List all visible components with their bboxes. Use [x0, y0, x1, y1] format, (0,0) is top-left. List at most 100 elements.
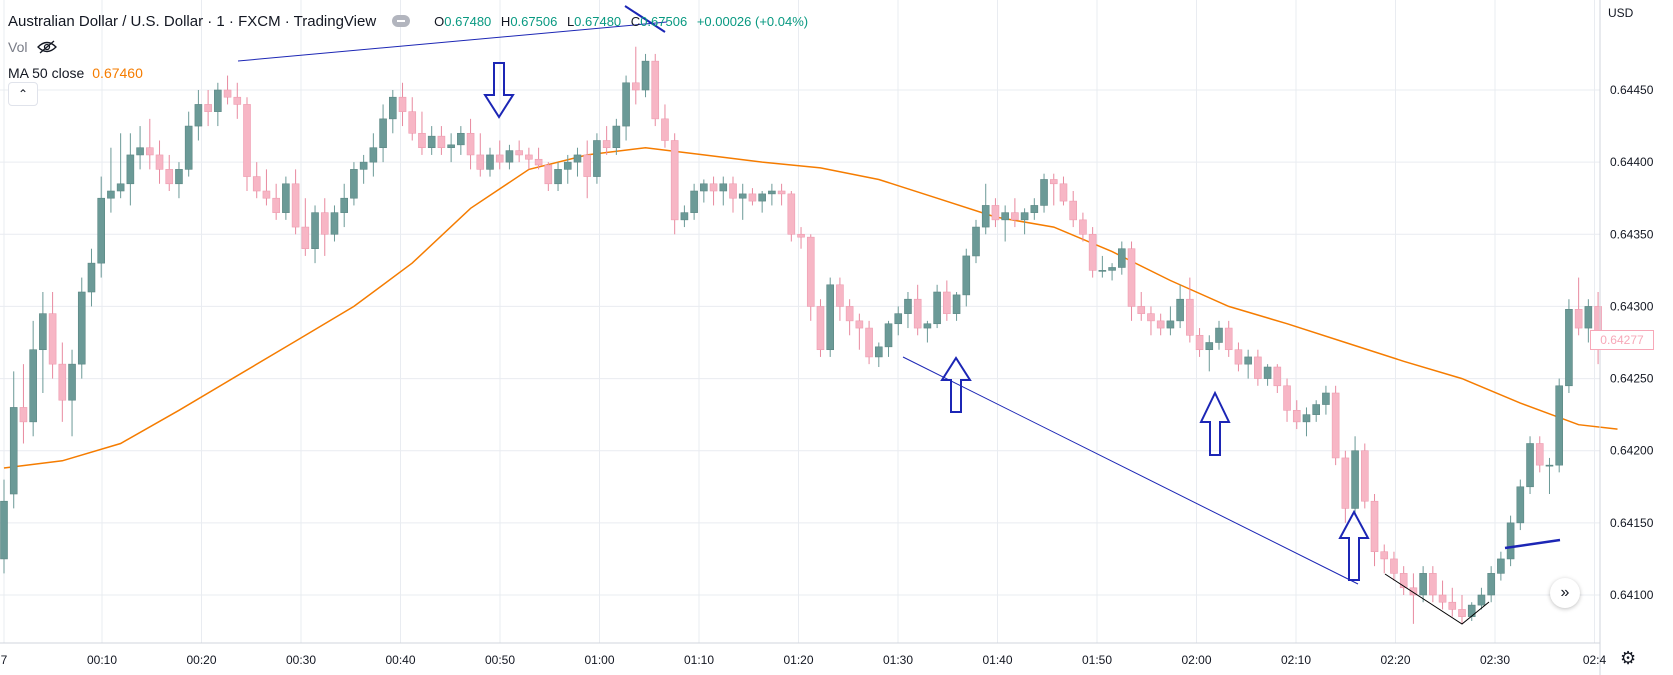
- candle[interactable]: [836, 277, 844, 321]
- candle[interactable]: [1380, 544, 1389, 574]
- candle[interactable]: [700, 179, 708, 203]
- candle[interactable]: [87, 248, 96, 307]
- candle[interactable]: [981, 183, 990, 235]
- candle[interactable]: [738, 183, 747, 220]
- candle[interactable]: [1526, 436, 1534, 494]
- candle[interactable]: [408, 97, 417, 141]
- candle[interactable]: [457, 126, 465, 155]
- candle[interactable]: [427, 126, 436, 155]
- candle[interactable]: [184, 111, 193, 177]
- candle[interactable]: [515, 140, 523, 163]
- candle[interactable]: [48, 292, 57, 379]
- candle[interactable]: [583, 140, 592, 199]
- candle[interactable]: [602, 126, 611, 155]
- candle[interactable]: [1516, 479, 1525, 531]
- gear-icon[interactable]: ⚙: [1620, 648, 1637, 668]
- candle[interactable]: [544, 162, 553, 191]
- candle[interactable]: [690, 183, 698, 220]
- candle[interactable]: [194, 90, 203, 141]
- candle[interactable]: [437, 126, 446, 155]
- candle[interactable]: [1351, 436, 1359, 516]
- candle[interactable]: [1322, 385, 1330, 415]
- candle[interactable]: [350, 162, 358, 206]
- candle[interactable]: [58, 342, 67, 422]
- candle[interactable]: [204, 90, 212, 127]
- candle[interactable]: [952, 292, 961, 321]
- candle[interactable]: [418, 111, 426, 155]
- candle[interactable]: [1205, 335, 1214, 372]
- candle[interactable]: [1069, 191, 1077, 228]
- candle[interactable]: [320, 198, 329, 256]
- symbol-title[interactable]: Australian Dollar / U.S. Dollar · 1 · FX…: [8, 12, 377, 30]
- v-bottom-lines[interactable]: [1384, 573, 1490, 625]
- candle[interactable]: [1176, 284, 1184, 329]
- candle[interactable]: [1137, 292, 1146, 321]
- price-axis[interactable]: 0.64450 0.64400 0.64350 0.64300 0.64250 0.642…: [1610, 83, 1654, 602]
- candle[interactable]: [388, 90, 397, 134]
- candle[interactable]: [359, 154, 368, 184]
- candle[interactable]: [1390, 551, 1398, 581]
- candle[interactable]: [1331, 385, 1340, 466]
- candle[interactable]: [631, 46, 640, 105]
- ma-50-line[interactable]: [3, 146, 1618, 469]
- candle[interactable]: [845, 299, 854, 336]
- candle[interactable]: [1438, 580, 1447, 610]
- candle[interactable]: [865, 320, 873, 365]
- candle[interactable]: [505, 144, 514, 170]
- candle[interactable]: [175, 162, 183, 199]
- trendline-top-mark[interactable]: [624, 5, 666, 33]
- candle[interactable]: [282, 176, 290, 220]
- candle[interactable]: [651, 53, 660, 127]
- candle[interactable]: [729, 176, 737, 213]
- candle[interactable]: [991, 198, 1000, 228]
- candle[interactable]: [612, 118, 621, 155]
- candle[interactable]: [1011, 198, 1019, 228]
- candle[interactable]: [68, 349, 76, 437]
- candle[interactable]: [116, 133, 125, 199]
- candle[interactable]: [1458, 595, 1466, 624]
- candle[interactable]: [1429, 566, 1437, 603]
- candle[interactable]: [826, 277, 835, 357]
- candle[interactable]: [1584, 299, 1593, 343]
- candle[interactable]: [340, 183, 349, 228]
- minimize-pill-icon[interactable]: [392, 15, 411, 27]
- candle[interactable]: [1594, 292, 1602, 365]
- candle[interactable]: [1399, 566, 1408, 595]
- candle[interactable]: [243, 97, 251, 191]
- candle[interactable]: [1020, 208, 1029, 235]
- candle[interactable]: [923, 320, 932, 343]
- candle[interactable]: [165, 154, 174, 191]
- candle[interactable]: [1030, 198, 1039, 220]
- candle[interactable]: [9, 371, 18, 509]
- candle[interactable]: [146, 118, 154, 170]
- collapse-legend-button[interactable]: ⌃: [8, 82, 38, 106]
- candle[interactable]: [1545, 457, 1554, 494]
- candle[interactable]: [855, 313, 864, 350]
- candle[interactable]: [641, 53, 650, 98]
- candle[interactable]: [554, 162, 562, 191]
- candle[interactable]: [1292, 400, 1301, 430]
- arrow-up-icon[interactable]: [940, 356, 972, 413]
- candle[interactable]: [1370, 494, 1379, 567]
- candle[interactable]: [563, 154, 572, 184]
- candle[interactable]: [894, 306, 903, 336]
- candle[interactable]: [233, 82, 242, 119]
- currency-label[interactable]: USD: [1608, 6, 1634, 20]
- candle[interactable]: [1302, 407, 1311, 437]
- eye-hidden-icon[interactable]: [37, 40, 58, 54]
- candle[interactable]: [214, 82, 222, 127]
- candle[interactable]: [1506, 515, 1515, 567]
- candle[interactable]: [1312, 400, 1320, 422]
- candle[interactable]: [1477, 587, 1486, 610]
- candle[interactable]: [398, 82, 407, 127]
- candle[interactable]: [1156, 313, 1165, 336]
- candle[interactable]: [1565, 299, 1573, 393]
- time-axis[interactable]: 7 00:10 00:20 00:30 00:40 00:50 01:00 01:10 01:2…: [1, 653, 1607, 667]
- candle[interactable]: [768, 183, 776, 206]
- candle[interactable]: [1341, 450, 1350, 523]
- candle[interactable]: [534, 147, 543, 170]
- candle[interactable]: [816, 299, 825, 357]
- candle[interactable]: [1079, 212, 1087, 242]
- candle[interactable]: [933, 284, 941, 329]
